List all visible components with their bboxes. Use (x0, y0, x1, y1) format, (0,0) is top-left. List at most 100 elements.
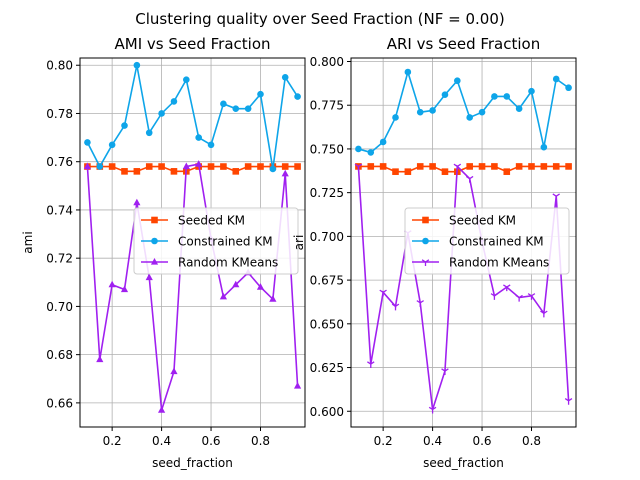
data-point-seeded (232, 168, 240, 175)
data-point-seeded (379, 163, 387, 170)
legend-marker-seeded (151, 216, 158, 224)
data-point-seeded (552, 163, 560, 170)
legend-label-random: Random KMeans (178, 256, 278, 270)
data-point-constrained (232, 105, 240, 112)
legend-marker-constrained (151, 237, 158, 245)
data-point-seeded (108, 163, 116, 170)
data-point-random (133, 198, 141, 206)
data-point-random (515, 294, 523, 302)
data-point-random (120, 285, 129, 293)
data-point-seeded (158, 163, 165, 170)
data-point-random (379, 289, 387, 297)
y-tick-label: 0.700 (310, 230, 344, 244)
data-point-constrained (528, 87, 535, 95)
y-tick-label: 0.70 (46, 300, 73, 314)
data-point-seeded (367, 163, 375, 170)
y-tick-label: 0.600 (310, 405, 344, 419)
axes-frame (350, 57, 577, 428)
y-tick-label: 0.74 (46, 203, 73, 217)
data-point-random (96, 355, 104, 363)
data-point-seeded (281, 163, 289, 170)
x-tick-label: 0.2 (103, 434, 122, 448)
series-line-seeded (87, 165, 298, 173)
data-point-random (540, 310, 548, 318)
data-point-constrained (96, 163, 104, 170)
data-point-seeded (220, 163, 227, 170)
legend-marker-random (421, 259, 430, 266)
series-constrained (355, 68, 572, 156)
data-point-constrained (220, 100, 227, 108)
data-point-seeded (257, 163, 264, 170)
data-point-constrained (552, 75, 560, 83)
data-point-random (552, 193, 560, 201)
data-point-random (269, 295, 277, 302)
legend-label-seeded: Seeded KM (449, 214, 516, 228)
y-axis-label: ami (21, 231, 35, 253)
y-tick-label: 0.78 (46, 107, 73, 121)
data-point-random (503, 284, 511, 292)
data-point-random (441, 368, 449, 376)
y-tick-label: 0.72 (46, 252, 73, 266)
x-tick-label: 0.6 (472, 434, 491, 448)
data-point-constrained (429, 107, 436, 114)
data-point-random (83, 162, 92, 170)
data-point-random (219, 292, 228, 300)
data-point-random (170, 367, 178, 375)
legend-marker-random (150, 258, 159, 265)
data-point-seeded (466, 163, 473, 170)
data-point-constrained (515, 105, 523, 113)
x-axis-label: seed_fraction (152, 456, 233, 470)
x-tick-label: 0.8 (251, 434, 270, 448)
data-point-constrained (281, 73, 289, 81)
data-point-seeded (528, 163, 535, 170)
data-point-random (157, 406, 166, 413)
data-point-seeded (392, 168, 399, 175)
series-line-constrained (358, 69, 570, 154)
data-point-random (145, 273, 153, 281)
series-random (354, 163, 573, 414)
y-tick-label: 0.650 (310, 317, 344, 331)
series-line-random (357, 164, 570, 410)
data-point-random (453, 163, 462, 171)
data-point-seeded (244, 163, 252, 170)
series-random (83, 160, 302, 413)
y-axis-label: ari (292, 235, 306, 251)
data-point-constrained (145, 129, 153, 137)
data-point-seeded (294, 163, 301, 170)
data-point-constrained (441, 91, 449, 99)
data-point-random (293, 382, 302, 389)
data-point-constrained (158, 110, 165, 117)
x-tick-label: 0.4 (152, 434, 171, 448)
y-tick-label: 0.675 (310, 274, 344, 288)
data-point-constrained (170, 98, 178, 105)
data-point-constrained (478, 108, 486, 116)
axes-frame (79, 57, 306, 428)
data-point-constrained (491, 93, 498, 100)
data-point-constrained (183, 76, 190, 84)
y-tick-label: 0.625 (310, 361, 344, 375)
data-point-constrained (367, 149, 375, 156)
data-point-constrained (84, 139, 91, 146)
data-point-random (416, 300, 424, 307)
data-point-seeded (207, 163, 215, 170)
x-tick-label: 0.8 (522, 434, 541, 448)
data-point-random (195, 160, 203, 167)
data-point-constrained (466, 114, 473, 121)
data-point-constrained (294, 93, 301, 100)
data-point-random (281, 169, 289, 177)
series-line-random (86, 163, 299, 411)
data-point-constrained (195, 134, 202, 141)
subplots: 0.2 0.4 0.6 0.8 0.66 0.68 0.70 0.72 0.74 0.76 0.78… (21, 35, 577, 470)
x-axis-label: seed_fraction (423, 456, 504, 470)
data-point-seeded (515, 163, 523, 170)
data-point-constrained (257, 90, 264, 98)
y-tick-label: 0.66 (46, 396, 73, 410)
data-point-seeded (503, 168, 511, 175)
data-point-constrained (121, 122, 128, 129)
x-tick-label: 0.2 (374, 434, 393, 448)
data-point-seeded (121, 168, 128, 175)
data-point-constrained (355, 145, 362, 153)
data-point-seeded (404, 168, 412, 175)
legend-label-constrained: Constrained KM (178, 235, 273, 249)
data-point-random (428, 406, 437, 414)
